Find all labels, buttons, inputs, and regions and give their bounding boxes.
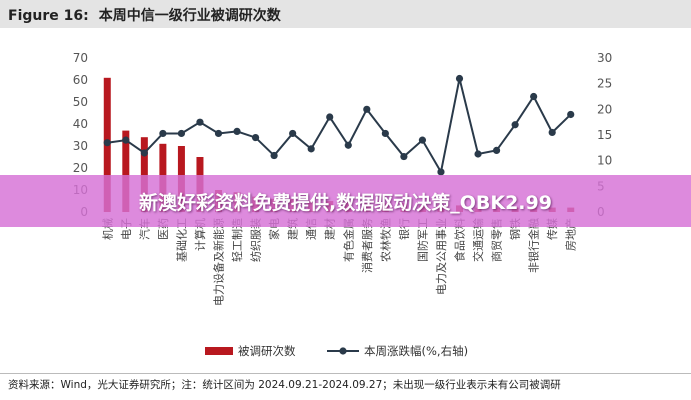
divider	[0, 373, 691, 374]
category-label: 交通运输	[471, 218, 485, 262]
series-line	[107, 78, 572, 175]
line-point	[103, 139, 111, 147]
line-point	[492, 146, 501, 154]
line-point	[140, 149, 148, 157]
category-label: 纺织服装	[249, 218, 263, 262]
chart-title: 本周中信一级行业被调研次数	[98, 8, 281, 24]
category-label: 商贸零售	[490, 218, 504, 262]
line-point	[270, 151, 278, 160]
left-tick-label: 20	[73, 161, 88, 175]
right-tick-label: 15	[597, 128, 612, 142]
category-label: 非银行金融	[527, 218, 541, 273]
line-point	[455, 74, 464, 83]
figure-label: Figure 16:	[8, 8, 89, 24]
category-label: 电力及公用事业	[435, 218, 448, 295]
line-point	[307, 145, 315, 153]
line-point	[363, 105, 371, 113]
right-tick-label: 25	[597, 77, 612, 91]
line-point	[196, 118, 204, 126]
line-point	[251, 133, 260, 142]
left-tick-label: 60	[73, 73, 88, 87]
category-label: 农林牧渔	[378, 218, 392, 262]
legend-line-marker	[339, 347, 347, 355]
line-point	[289, 129, 297, 138]
legend-bar-label: 被调研次数	[238, 344, 296, 358]
category-label: 轻工制造	[230, 218, 244, 262]
line-point	[344, 141, 352, 149]
category-label: 有色金属	[341, 218, 355, 262]
line-point	[326, 113, 334, 121]
line-point	[233, 127, 241, 136]
bar	[122, 130, 130, 212]
line-series	[103, 74, 575, 176]
category-labels: 机械 电子 汽车 医药 基础化工 计算机 电力设备及新能源 轻工制造 纺织服装 家电 建筑 通信 建材有…	[100, 218, 577, 306]
line-point	[381, 129, 389, 138]
line-point	[122, 136, 130, 144]
left-tick-label: 30	[73, 139, 88, 153]
line-point	[214, 129, 223, 138]
line-point	[511, 121, 519, 129]
line-point	[437, 168, 445, 176]
line-point	[548, 128, 556, 137]
watermark-banner: 新澳好彩资料免费提供,数据驱动决策_QBK2.99	[0, 175, 691, 227]
line-point	[567, 110, 575, 119]
line-point	[418, 136, 427, 144]
source-note: 资料来源：Wind，光大证券研究所；注：统计区间为 2024.09.21-202…	[8, 379, 561, 391]
category-label: 电力设备及新能源	[212, 218, 226, 306]
line-point	[474, 150, 482, 158]
line-point	[159, 129, 167, 138]
line-point	[530, 92, 538, 101]
category-label: 食品饮料	[453, 218, 467, 262]
line-point	[177, 129, 186, 138]
category-label: 国防军工	[415, 218, 429, 262]
category-label: 基础化工	[174, 218, 188, 262]
left-tick-label: 50	[73, 95, 88, 109]
legend: 被调研次数 本周涨跌幅(%,右轴)	[205, 344, 468, 358]
left-tick-label: 40	[73, 117, 88, 131]
right-tick-label: 10	[597, 154, 612, 168]
right-tick-label: 30	[597, 51, 612, 65]
line-point	[400, 152, 408, 161]
legend-bar-swatch	[205, 347, 233, 355]
legend-line-label: 本周涨跌幅(%,右轴)	[364, 344, 468, 358]
right-tick-label: 20	[597, 102, 612, 116]
bar	[140, 137, 148, 212]
left-tick-label: 70	[73, 51, 88, 65]
chart-title-bar: Figure 16: 本周中信一级行业被调研次数	[0, 0, 691, 28]
category-label: 消费者服务	[360, 218, 374, 273]
banner-text: 新澳好彩资料免费提供,数据驱动决策_QBK2.99	[139, 191, 552, 214]
